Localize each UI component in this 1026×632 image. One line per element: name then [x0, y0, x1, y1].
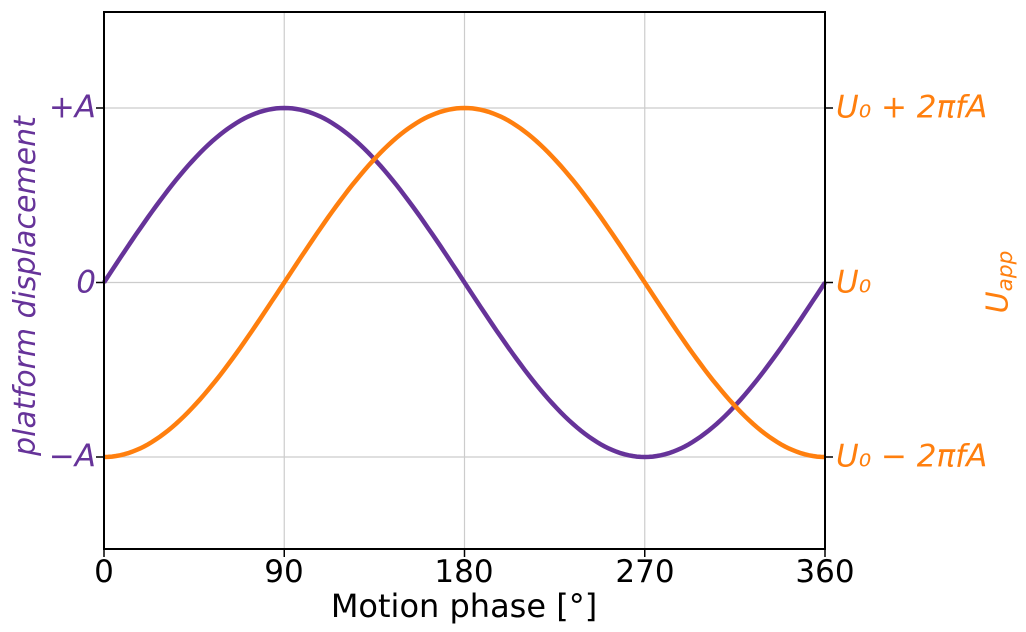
- x-tick-label-90: 90: [264, 554, 304, 590]
- plot-border: [103, 11, 826, 550]
- left-tick-label-minus-A: −A: [48, 438, 96, 475]
- right-axis-label-subscript: app: [993, 250, 1019, 292]
- x-tick-label-180: 180: [434, 554, 494, 590]
- left-tick-label-plus-A: +A: [48, 89, 96, 126]
- series-curve-applied-voltage-U-app: [103, 105, 826, 460]
- x-tick-label-270: 270: [615, 554, 675, 590]
- right-axis-label: Uapp: [980, 250, 1019, 314]
- right-tick-label-U0-minus: U₀ − 2πfA: [836, 438, 988, 475]
- x-tick-label-360: 360: [795, 554, 855, 590]
- left-tick-label-zero: 0: [76, 264, 96, 301]
- right-tick-label-U0-plus: U₀ + 2πfA: [836, 89, 988, 126]
- x-axis-label: Motion phase [°]: [330, 587, 598, 625]
- series-curve-platform-displacement: [102, 105, 827, 460]
- x-tick-label-0: 0: [94, 554, 114, 590]
- right-axis-label-main: U: [980, 291, 1016, 314]
- left-axis-label: platform displacement: [8, 116, 43, 456]
- right-tick-label-U0: U₀: [836, 264, 872, 301]
